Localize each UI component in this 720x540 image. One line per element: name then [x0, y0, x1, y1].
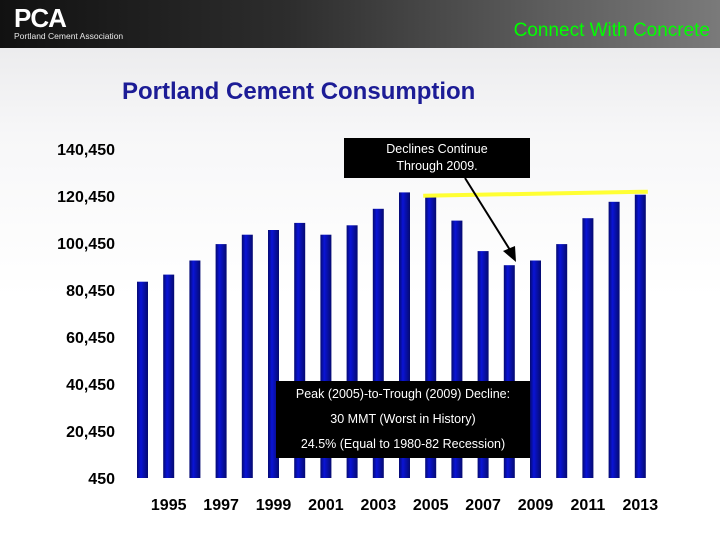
peak-annotation-line1: Peak (2005)-to-Trough (2009) Decline: — [295, 387, 511, 401]
chart-title: Portland Cement Consumption — [122, 78, 476, 105]
peak-annotation-line2: 30 MMT (Worst in History) — [330, 412, 476, 426]
bar-1999 — [268, 230, 279, 478]
bar-2003 — [372, 208, 384, 479]
y-tick-label: 20,450 — [66, 424, 115, 441]
x-tick-label: 1997 — [203, 497, 239, 514]
y-tick-label: 450 — [88, 471, 115, 488]
bar-1998 — [241, 234, 253, 478]
peak-trough-annotation-box: Peak (2005)-to-Trough (2009) Decline: 30… — [276, 381, 530, 458]
logo-text: PCA — [14, 3, 67, 33]
bar-2009 — [530, 260, 541, 478]
x-axis-ticks: 1995 1997 1999 2001 2003 2005 2007 2009 2011 2013 — [151, 497, 658, 514]
bar-2008 — [503, 265, 515, 478]
bars — [137, 192, 646, 479]
bar-1995 — [163, 274, 175, 478]
bar-1997 — [215, 244, 227, 478]
x-tick-label: 1999 — [256, 497, 292, 514]
bar-2004 — [399, 192, 410, 478]
bar-2012 — [608, 201, 620, 479]
x-tick-label: 2001 — [308, 497, 344, 514]
bar-2002 — [346, 225, 358, 478]
annotation-arrow — [464, 177, 516, 262]
x-tick-label: 2003 — [361, 497, 397, 514]
bar-2011 — [582, 218, 594, 478]
bar-1996 — [189, 260, 201, 478]
y-tick-label: 80,450 — [66, 283, 115, 300]
x-tick-label: 2005 — [413, 497, 449, 514]
header-bar: PCA Portland Cement Association Connect … — [0, 0, 720, 48]
peak-highlight-line — [423, 189, 648, 198]
y-tick-label: 120,450 — [57, 189, 115, 206]
y-axis-ticks: 140,450 120,450 100,450 80,450 60,450 40,450 2… — [57, 142, 115, 488]
x-tick-label: 1995 — [151, 497, 187, 514]
bar-2010 — [556, 244, 568, 478]
decline-annotation-line1: Declines Continue — [386, 142, 488, 156]
decline-annotation-line2: Through 2009. — [396, 159, 478, 173]
logo-subtext: Portland Cement Association — [14, 31, 124, 41]
decline-annotation-box: Declines Continue Through 2009. — [344, 138, 530, 178]
x-tick-label: 2011 — [571, 497, 606, 514]
y-tick-label: 140,450 — [57, 142, 115, 159]
y-tick-label: 60,450 — [66, 330, 115, 347]
bar-2007 — [477, 251, 489, 478]
y-tick-label: 100,450 — [57, 236, 115, 253]
bar-1994 — [137, 281, 148, 478]
bar-2005 — [425, 194, 437, 478]
peak-annotation-line3: 24.5% (Equal to 1980-82 Recession) — [300, 437, 506, 451]
bar-2013 — [634, 194, 646, 478]
tagline: Connect With Concrete — [513, 20, 710, 41]
y-tick-label: 40,450 — [66, 377, 115, 394]
pca-logo: PCA Portland Cement Association — [14, 3, 124, 45]
x-tick-label: 2007 — [465, 497, 501, 514]
bar-2006 — [451, 220, 463, 478]
x-tick-label: 2013 — [623, 497, 659, 514]
bar-2000 — [294, 222, 306, 478]
bar-2001 — [320, 234, 332, 478]
x-tick-label: 2009 — [518, 497, 554, 514]
